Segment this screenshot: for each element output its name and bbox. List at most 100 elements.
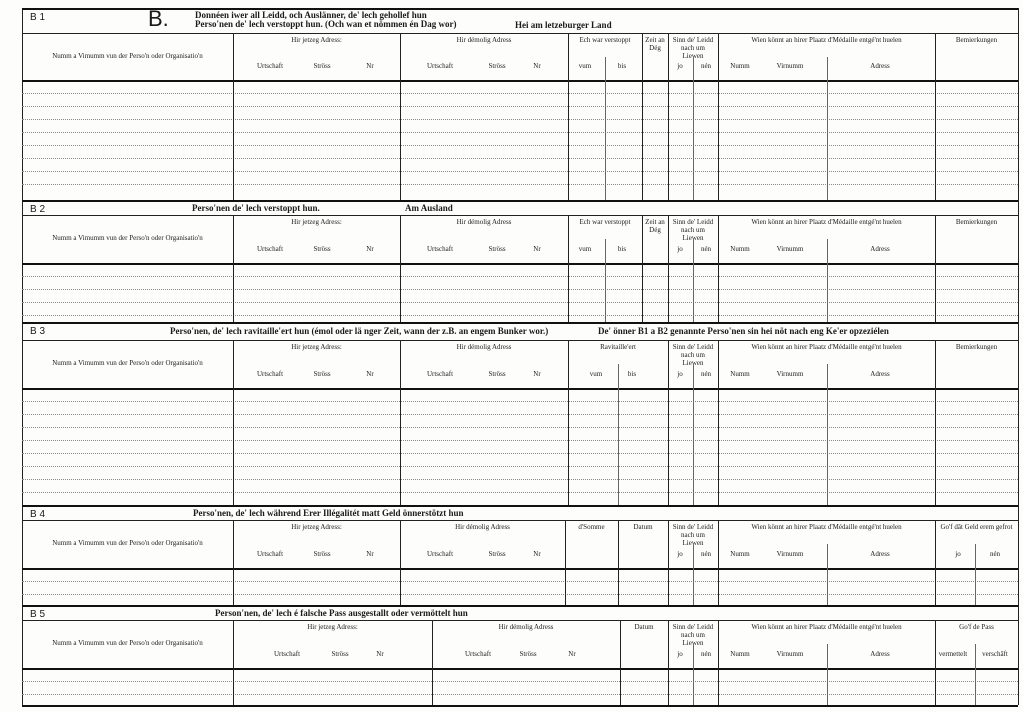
sub-header: Virnumm [776, 369, 804, 378]
column-line [400, 33, 401, 200]
sub-divider [618, 364, 619, 505]
column-header: Datum [634, 623, 654, 631]
column-line [568, 33, 569, 200]
sub-header: Numm [730, 549, 750, 558]
sub-header: jo [677, 549, 683, 558]
row-line [22, 466, 1018, 467]
sub-header: Ströss [488, 244, 506, 253]
column-header: Hir jetzeg Adress: [291, 218, 342, 226]
section-rule [22, 505, 1018, 507]
column-line [935, 215, 936, 322]
sub-header: Ströss [488, 369, 506, 378]
sub-header: Adress [870, 369, 890, 378]
column-header: Sinn de' Leidd nach um Liewen [672, 218, 714, 242]
frame-right [1018, 8, 1019, 705]
sub-header: Urtschaft [426, 244, 454, 253]
sub-divider [693, 544, 694, 605]
section-label: B 2 [30, 204, 46, 215]
sub-header: jo [955, 549, 961, 558]
column-header: Numm a Vimumm vun der Perso'n oder Organ… [52, 539, 203, 547]
sub-header: Ströss [313, 244, 331, 253]
sub-header: Ströss [313, 549, 331, 558]
column-line [642, 215, 643, 322]
body-rule [22, 568, 1018, 570]
column-line [668, 340, 669, 505]
sub-header: Ströss [519, 649, 537, 658]
column-line [668, 520, 669, 605]
column-header: Zeit an Dég [645, 218, 665, 234]
sub-divider [975, 644, 976, 705]
sub-divider [605, 56, 606, 200]
sub-divider [693, 56, 694, 200]
sub-header: Nr [533, 62, 541, 71]
section-rule [22, 605, 1018, 607]
sub-header: Urtschaft [426, 62, 454, 71]
sub-header: jo [677, 649, 683, 658]
sub-header: Virnumm [776, 549, 804, 558]
sub-header: Adress [870, 244, 890, 253]
column-header: Hir jetzeg Adress: [291, 343, 342, 351]
column-header: Wien könnt an hirer Plaatz d'Médaille en… [751, 523, 902, 531]
sub-header: Ströss [313, 62, 331, 71]
sub-header: Numm [730, 244, 750, 253]
column-header: Hir démolig Adress [498, 623, 554, 631]
column-header: Hir démolig Adress [456, 218, 512, 226]
header-rule [22, 620, 1018, 621]
sub-header: jo [677, 62, 683, 71]
row-line [22, 106, 1018, 107]
column-line [233, 340, 234, 505]
sub-divider [693, 364, 694, 505]
column-header: Hir démolig Adress [456, 36, 512, 44]
frame-bottom [22, 705, 1018, 707]
sub-header: Urtschaft [256, 369, 284, 378]
column-header: Zeit an Dég [645, 36, 665, 52]
section-label: B 4 [30, 509, 46, 520]
body-rule [22, 668, 1018, 670]
column-line [233, 520, 234, 605]
sub-header: nén [700, 549, 712, 558]
column-header: Hir jetzeg Adress: [307, 623, 358, 631]
column-line [568, 340, 569, 505]
sub-header: Virnumm [776, 649, 804, 658]
sub-header: Adress [870, 62, 890, 71]
sub-header: nén [700, 62, 712, 71]
row-line [22, 414, 1018, 415]
sub-divider [693, 239, 694, 322]
sub-header: Urtschaft [256, 549, 284, 558]
column-line [935, 340, 936, 505]
sub-header: Nr [533, 549, 541, 558]
column-header: Sinn de' Leidd nach um Liewen [672, 36, 714, 60]
row-line [22, 581, 1018, 582]
row-line [22, 427, 1018, 428]
row-line [22, 276, 1018, 277]
column-header: Ech war verstoppt [579, 218, 631, 226]
row-line [22, 694, 1018, 695]
row-line [22, 289, 1018, 290]
column-header: Numm a Vimumm vun der Perso'n oder Organ… [52, 234, 203, 242]
column-header: Hir démolig Adress [455, 523, 510, 531]
column-header: Ech war verstoppt [579, 36, 631, 44]
sub-header: Nr [366, 549, 374, 558]
sub-header: Ströss [488, 62, 506, 71]
section-title: Perso'nen de' lech verstoppt hun. (Och w… [195, 19, 457, 29]
column-line [718, 33, 719, 200]
column-line [935, 520, 936, 605]
section-note: Hei am letzeburger Land [515, 20, 612, 30]
section-title: Perso'nen, de' lech während Erer Illégal… [193, 508, 464, 518]
row-line [22, 401, 1018, 402]
row-line [22, 171, 1018, 172]
column-line [565, 520, 566, 605]
column-line [568, 215, 569, 322]
body-rule [22, 263, 1018, 265]
section-rule [22, 8, 1018, 10]
sub-header: Nr [366, 62, 374, 71]
column-header: Hir jetzeg Adress: [291, 36, 342, 44]
column-header: Bemierkungen [955, 218, 998, 226]
sub-header: Nr [366, 244, 374, 253]
sub-divider [827, 239, 828, 322]
sub-header: nén [700, 649, 712, 658]
sub-header: Numm [730, 62, 750, 71]
section-label: B 5 [30, 609, 46, 620]
column-header: Numm a Vimumm vun der Perso'n oder Organ… [52, 639, 203, 647]
column-line [233, 620, 234, 705]
